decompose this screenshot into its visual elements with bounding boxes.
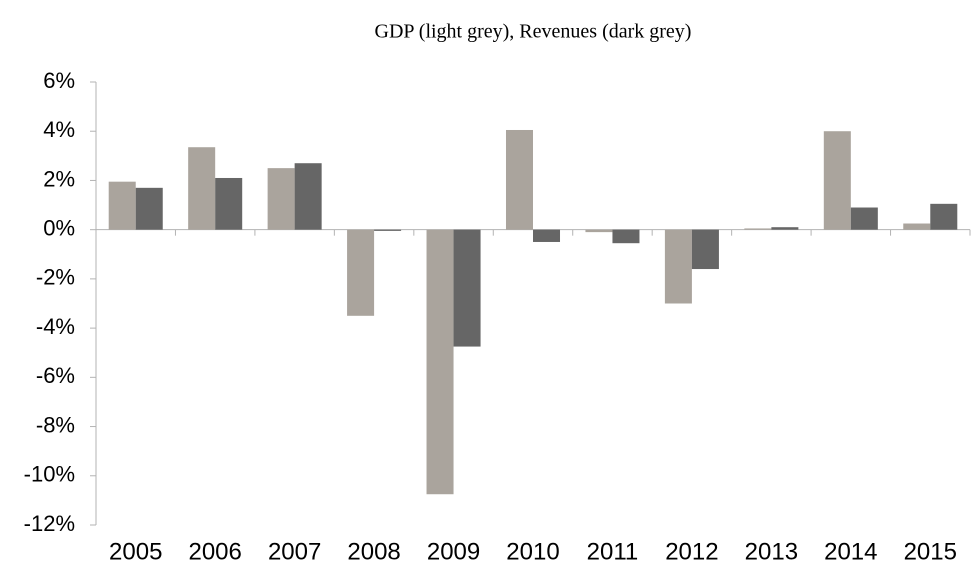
y-tick-label: 0% xyxy=(43,215,75,240)
bar xyxy=(823,131,851,230)
y-tick-label: -2% xyxy=(36,265,75,290)
bar xyxy=(108,181,136,230)
bar xyxy=(612,229,640,244)
x-tick-label: 2006 xyxy=(188,538,241,565)
bar xyxy=(691,229,719,270)
x-tick-label: 2005 xyxy=(109,538,162,565)
bar xyxy=(347,229,375,316)
y-tick-label: 6% xyxy=(43,68,75,93)
bar xyxy=(426,229,454,495)
bar xyxy=(188,147,216,230)
bar xyxy=(505,129,533,230)
chart-title: GDP (light grey), Revenues (dark grey) xyxy=(375,21,692,43)
x-tick-label: 2008 xyxy=(347,538,400,565)
bar xyxy=(585,229,613,233)
bar xyxy=(215,177,243,230)
bar xyxy=(294,163,322,230)
bar xyxy=(664,229,692,304)
bar xyxy=(533,229,561,242)
x-tick-label: 2009 xyxy=(427,538,480,565)
bar xyxy=(453,229,481,347)
bar xyxy=(744,228,772,230)
x-tick-label: 2015 xyxy=(904,538,957,565)
x-tick-label: 2007 xyxy=(268,538,321,565)
y-tick-label: -8% xyxy=(36,412,75,437)
bar xyxy=(771,227,799,230)
x-tick-label: 2013 xyxy=(745,538,798,565)
x-tick-label: 2012 xyxy=(665,538,718,565)
y-tick-label: -4% xyxy=(36,314,75,339)
x-tick-label: 2010 xyxy=(506,538,559,565)
y-tick-label: 2% xyxy=(43,166,75,191)
y-tick-label: -10% xyxy=(24,462,75,487)
y-tick-label: -12% xyxy=(24,511,75,536)
bar xyxy=(374,229,402,231)
bar xyxy=(903,223,931,230)
bar xyxy=(267,168,295,230)
y-tick-label: -6% xyxy=(36,363,75,388)
bar xyxy=(135,187,163,230)
y-tick-label: 4% xyxy=(43,117,75,142)
bar xyxy=(850,207,878,230)
x-tick-label: 2011 xyxy=(587,538,639,565)
bar xyxy=(930,203,958,230)
x-tick-label: 2014 xyxy=(824,538,877,565)
